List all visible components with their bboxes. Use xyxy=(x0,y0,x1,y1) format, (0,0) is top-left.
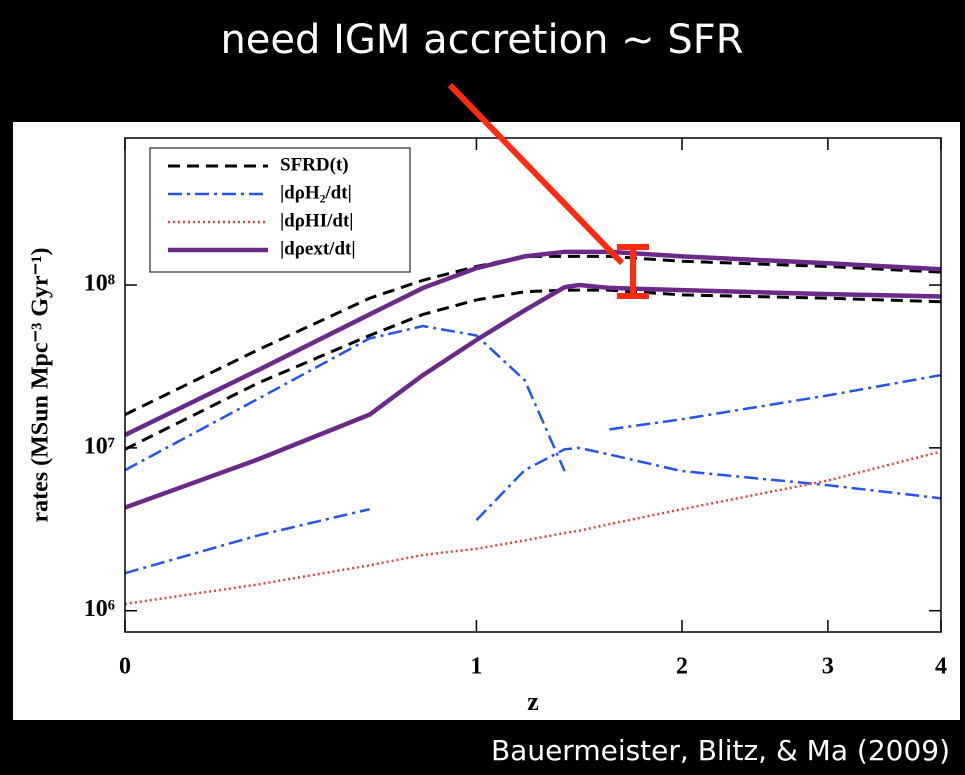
legend-label: SFRD(t) xyxy=(280,154,349,175)
x-axis-label: z xyxy=(527,687,539,716)
x-tick-label: 3 xyxy=(822,654,834,680)
credit: Bauermeister, Blitz, & Ma (2009) xyxy=(491,734,950,767)
series-line xyxy=(125,288,941,451)
legend-label: |dρHI/dt| xyxy=(280,210,353,231)
series-line xyxy=(125,324,941,472)
legend-label: |dρH₂/dt| xyxy=(280,182,352,203)
series-line xyxy=(125,282,941,510)
x-tick-label: 2 xyxy=(676,654,688,680)
series-line xyxy=(125,446,941,575)
y-tick-label: 10⁷ xyxy=(84,433,115,459)
error-bar-annotation xyxy=(617,244,649,299)
x-tick-label: 0 xyxy=(119,654,131,680)
legend-label: |dρext/dt| xyxy=(280,238,356,259)
y-axis-label: rates (MSun Mpc⁻³ Gyr⁻¹) xyxy=(28,247,54,522)
plot: 10⁶ 10⁷ 10⁸ 0 1 2 3 4 z rates (MSun Mpc⁻³ Gyr⁻¹) S… xyxy=(28,138,947,716)
series-line xyxy=(125,249,941,438)
y-tick-label: 10⁶ xyxy=(84,596,115,622)
x-tick-label: 4 xyxy=(935,654,947,680)
slide-title: need IGM accretion ~ SFR xyxy=(220,17,743,63)
annotation-arrow xyxy=(447,82,625,266)
plot-frame xyxy=(124,137,942,633)
y-tick-label: 10⁸ xyxy=(84,271,115,297)
x-tick-label: 1 xyxy=(470,654,482,680)
series-line xyxy=(125,450,941,606)
series-line xyxy=(125,254,941,416)
